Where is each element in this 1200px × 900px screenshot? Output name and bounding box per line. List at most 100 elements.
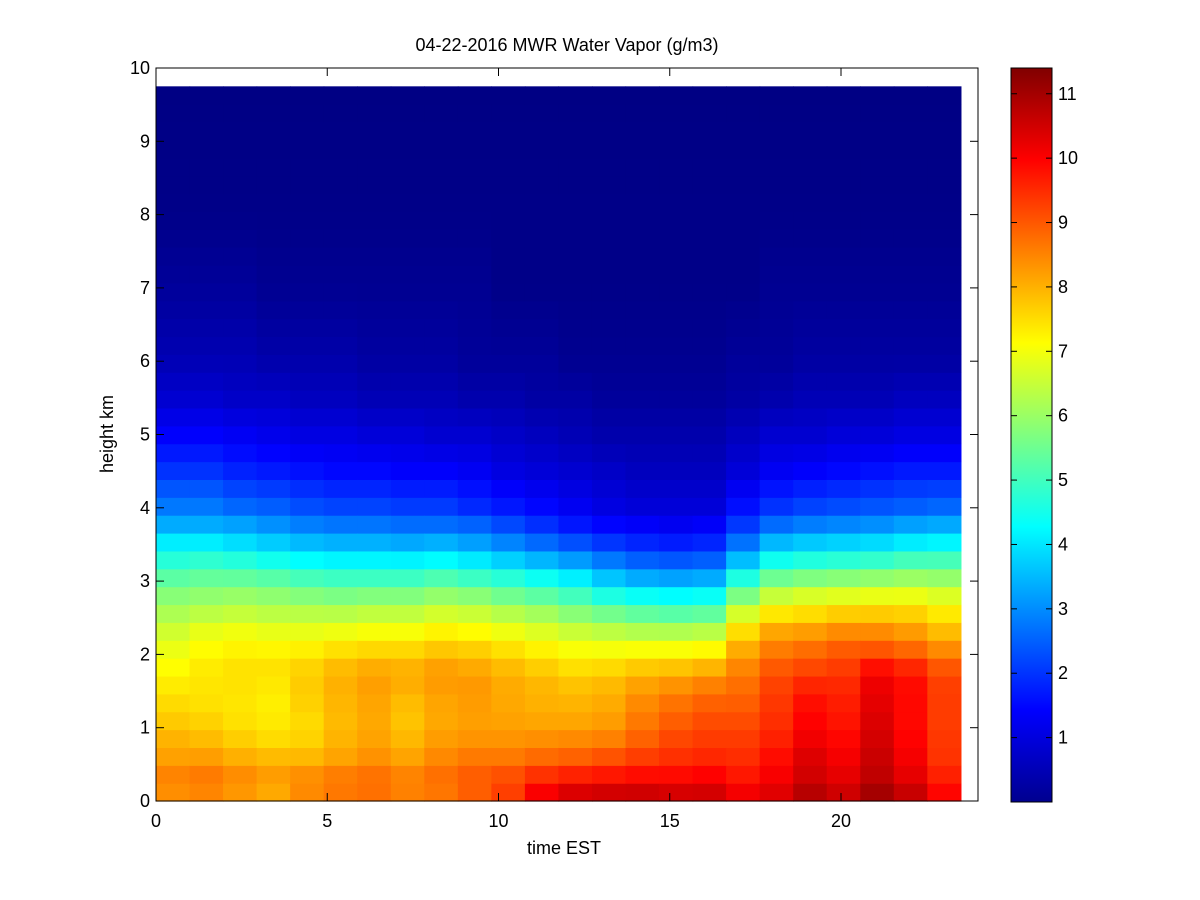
heatmap-cell bbox=[189, 711, 224, 731]
heatmap-cell bbox=[625, 604, 660, 623]
heatmap-cell bbox=[558, 390, 593, 409]
heatmap-cell bbox=[491, 443, 526, 463]
heatmap-cell bbox=[290, 407, 325, 427]
heatmap-cell bbox=[860, 765, 895, 784]
heatmap-cell bbox=[625, 229, 660, 248]
heatmap-cell bbox=[189, 729, 224, 748]
heatmap-cell bbox=[591, 86, 627, 105]
heatmap-cell bbox=[692, 622, 727, 641]
heatmap-cell bbox=[759, 443, 794, 463]
heatmap-cell bbox=[826, 729, 861, 748]
x-tick-label: 10 bbox=[488, 811, 508, 831]
heatmap-cell bbox=[323, 247, 358, 266]
heatmap-cell bbox=[256, 390, 291, 409]
heatmap-cell bbox=[223, 157, 258, 177]
heatmap-cell bbox=[826, 175, 861, 195]
heatmap-cell bbox=[156, 372, 191, 391]
heatmap-cell bbox=[256, 354, 291, 373]
heatmap-cell bbox=[893, 675, 928, 695]
heatmap-cell bbox=[726, 729, 761, 748]
heatmap-cell bbox=[558, 425, 593, 445]
heatmap-cell bbox=[156, 229, 191, 248]
heatmap-cell bbox=[457, 533, 492, 552]
heatmap-cell bbox=[524, 354, 560, 373]
heatmap-cell bbox=[524, 157, 560, 177]
heatmap-cell bbox=[256, 247, 291, 266]
heatmap-cell bbox=[927, 640, 962, 659]
y-tick-label: 3 bbox=[140, 571, 150, 591]
heatmap-cell bbox=[223, 443, 258, 463]
heatmap-cell bbox=[290, 640, 325, 659]
heatmap-cell bbox=[860, 586, 895, 606]
heatmap-cell bbox=[290, 675, 325, 695]
heatmap-cell bbox=[256, 443, 291, 463]
heatmap-cell bbox=[323, 622, 358, 641]
heatmap-cell bbox=[290, 425, 325, 445]
heatmap-cell bbox=[357, 765, 392, 784]
heatmap-cell bbox=[457, 675, 492, 695]
heatmap-cell bbox=[860, 211, 895, 230]
heatmap-cell bbox=[893, 658, 928, 677]
colorbar-tick-label: 8 bbox=[1058, 277, 1068, 297]
heatmap-cell bbox=[659, 550, 694, 570]
heatmap-cell bbox=[625, 390, 660, 409]
heatmap-cell bbox=[156, 300, 191, 320]
heatmap-cell bbox=[457, 479, 492, 498]
heatmap-cell bbox=[759, 675, 794, 695]
heatmap-cell bbox=[491, 390, 526, 409]
heatmap-cell bbox=[189, 372, 224, 391]
heatmap-cell bbox=[659, 658, 694, 677]
heatmap-cell bbox=[156, 247, 191, 266]
heatmap-cell bbox=[759, 407, 794, 427]
heatmap-cell bbox=[692, 372, 727, 391]
heatmap-cell bbox=[189, 264, 224, 284]
heatmap-cell bbox=[390, 229, 425, 248]
heatmap-cell bbox=[726, 640, 761, 659]
heatmap-cell bbox=[893, 783, 928, 802]
heatmap-cell bbox=[625, 640, 660, 659]
heatmap-cell bbox=[625, 300, 660, 320]
colorbar-gradient bbox=[1011, 68, 1052, 802]
heatmap-cell bbox=[223, 282, 258, 302]
heatmap-cell bbox=[625, 139, 660, 159]
heatmap-cell bbox=[860, 282, 895, 302]
heatmap-cell bbox=[357, 729, 392, 748]
heatmap-cell bbox=[357, 372, 392, 391]
heatmap-cell bbox=[927, 550, 962, 570]
heatmap-cell bbox=[625, 711, 660, 731]
heatmap-cell bbox=[357, 533, 392, 552]
heatmap-cell bbox=[390, 675, 425, 695]
heatmap-cell bbox=[189, 354, 224, 373]
heatmap-cell bbox=[156, 175, 191, 195]
heatmap-cell bbox=[927, 765, 962, 784]
heatmap-cell bbox=[156, 658, 191, 677]
heatmap-cell bbox=[524, 122, 560, 141]
heatmap-cell bbox=[860, 104, 895, 123]
heatmap-cell bbox=[290, 622, 325, 641]
heatmap-cell bbox=[860, 86, 895, 105]
heatmap-cell bbox=[591, 765, 627, 784]
heatmap-cell bbox=[558, 264, 593, 284]
heatmap-cell bbox=[256, 157, 291, 177]
heatmap-cell bbox=[524, 533, 560, 552]
heatmap-cell bbox=[625, 86, 660, 105]
heatmap-cell bbox=[625, 282, 660, 302]
heatmap-cell bbox=[927, 479, 962, 498]
heatmap-cell bbox=[558, 515, 593, 534]
heatmap-cell bbox=[223, 550, 258, 570]
heatmap-cell bbox=[156, 157, 191, 177]
heatmap-cell bbox=[759, 658, 794, 677]
heatmap-cell bbox=[726, 336, 761, 355]
heatmap-cell bbox=[659, 711, 694, 731]
heatmap-cell bbox=[793, 568, 828, 588]
heatmap-cell bbox=[390, 300, 425, 320]
heatmap-cell bbox=[290, 86, 325, 105]
heatmap-cell bbox=[893, 604, 928, 623]
heatmap-cell bbox=[223, 533, 258, 552]
heatmap-cell bbox=[625, 247, 660, 266]
heatmap-cell bbox=[524, 211, 560, 230]
heatmap-cell bbox=[692, 550, 727, 570]
heatmap-cell bbox=[591, 640, 627, 659]
heatmap-cell bbox=[893, 247, 928, 266]
heatmap-cell bbox=[692, 533, 727, 552]
